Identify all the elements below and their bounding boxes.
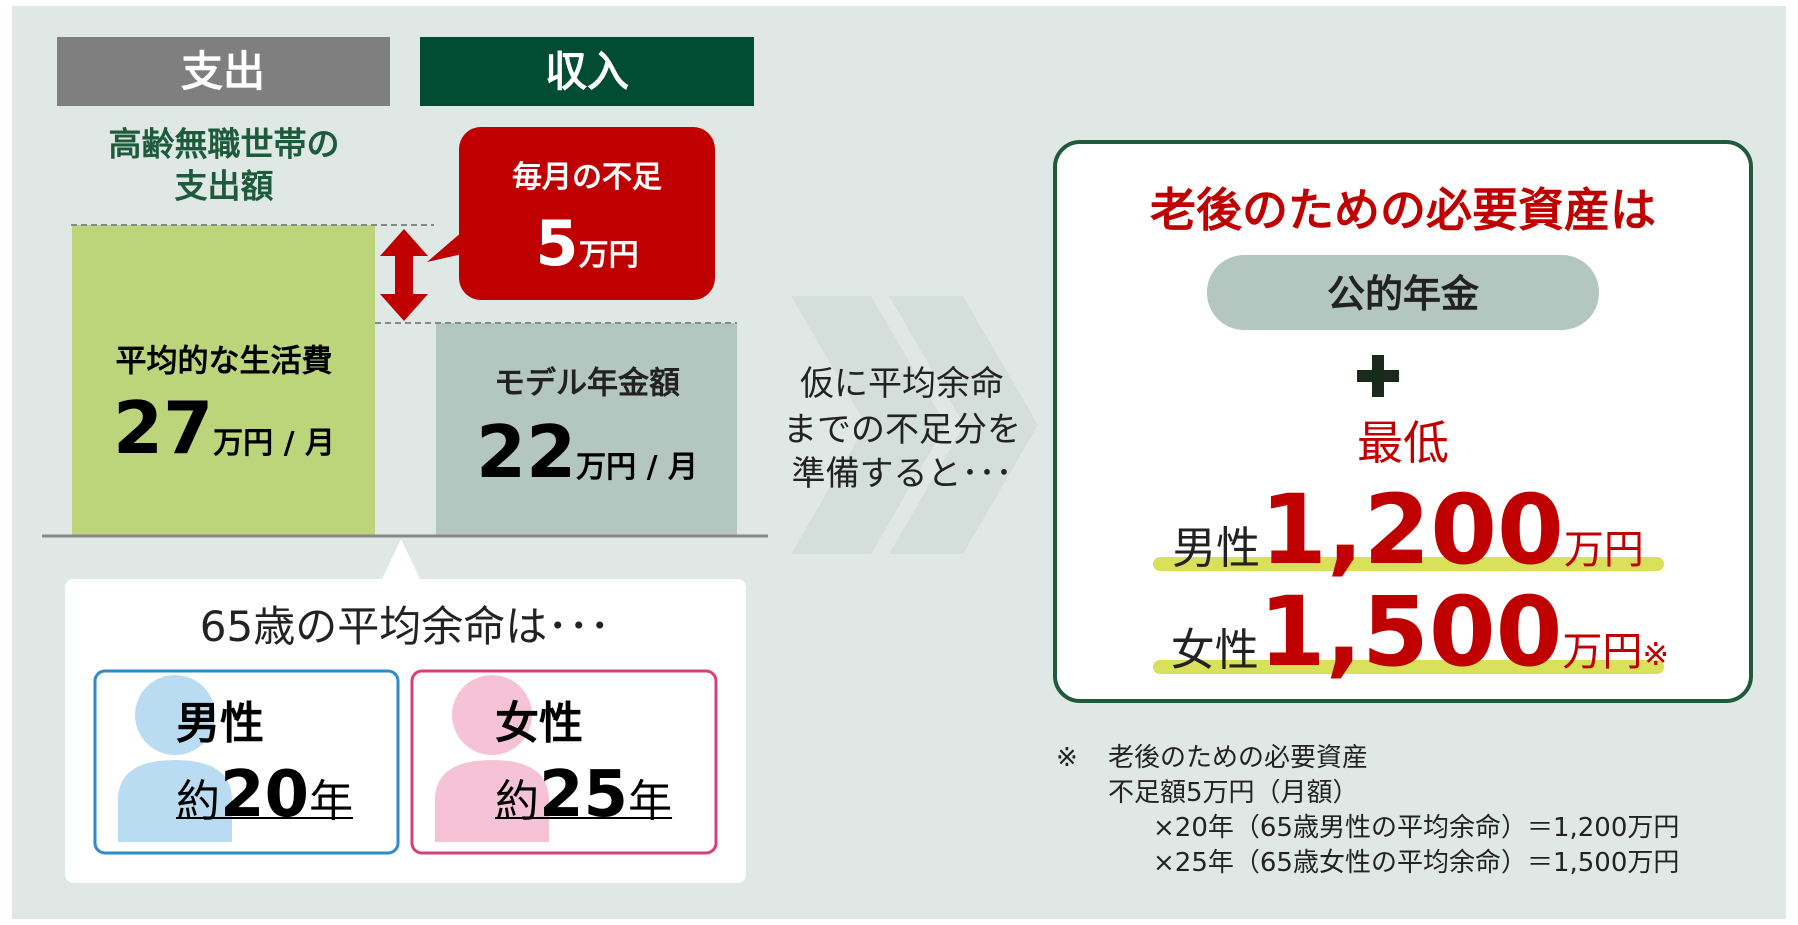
amount: 1,500 (1258, 576, 1563, 688)
gender: 女性 (495, 698, 583, 749)
footnote-line: 老後のための必要資産 (1108, 743, 1369, 773)
prefix: 約 (176, 776, 220, 827)
plus-sign (1357, 370, 1399, 382)
header: 収入 (544, 47, 630, 96)
male-icon (135, 675, 215, 755)
pension-amount: 22万円 / 月 (476, 416, 698, 488)
callout-tail (427, 225, 480, 262)
middle-text: 仮に平均余命 (800, 364, 1004, 404)
result-title: 老後のための必要資産は (1150, 183, 1656, 237)
male-years: 約20年 (176, 763, 353, 827)
income-header-bg (420, 37, 754, 106)
female-icon (435, 760, 549, 842)
shortfall-title: 毎月の不足 (512, 160, 662, 195)
footnote-mark: ※ (1056, 743, 1078, 773)
chevron (889, 296, 1038, 554)
amount: 22 (475, 410, 577, 494)
unit: 万円 / 月 (576, 450, 699, 485)
footnote-line: ×20年（65歳男性の平均余命）＝1,200万円 (1153, 813, 1680, 843)
chevron (791, 296, 946, 554)
gender: 男性 (1172, 523, 1261, 574)
unit: 万円 (1562, 629, 1643, 675)
pension-text: 公的年金 (1326, 272, 1480, 316)
gender: 男性 (176, 698, 264, 749)
amount: 1,200 (1260, 474, 1564, 586)
middle-text: までの不足分を (783, 410, 1021, 450)
years: 25 (539, 758, 629, 832)
minimum: 最低 (1357, 416, 1449, 470)
amount: 27 (112, 386, 214, 470)
female-amount: 女性1,500万円※ (1171, 584, 1669, 680)
footnote-line: 不足額5万円（月額） (1108, 778, 1359, 808)
male-amount: 男性1,200万円 (1172, 482, 1644, 578)
unit: 万円 (1563, 527, 1644, 573)
living-cost-label: 平均的な生活費 (115, 343, 333, 380)
years: 20 (220, 758, 310, 832)
shortfall-box (459, 127, 715, 300)
living-cost-bar (72, 225, 375, 535)
pension-pill (1207, 255, 1599, 330)
middle-text: 準備すると･･･ (791, 454, 1013, 494)
gap-arrow (380, 229, 428, 321)
unit: 年 (309, 776, 354, 827)
expense-header-bg (57, 37, 390, 106)
amount: 5 (535, 207, 579, 280)
female-years: 約25年 (495, 763, 672, 827)
male-icon (118, 760, 232, 842)
living-cost-amount: 27万円 / 月 (113, 392, 335, 464)
gender: 女性 (1170, 625, 1259, 676)
prefix: 約 (495, 776, 539, 827)
unit: 年 (628, 776, 673, 827)
life-title: 65歳の平均余命は･･･ (199, 602, 611, 651)
expense-label: 高齢無職世帯の (108, 124, 340, 164)
expense-label: 支出額 (174, 166, 274, 206)
unit: 万円 (578, 238, 639, 273)
mark: ※ (1642, 635, 1670, 673)
footnote-line: ×25年（65歳女性の平均余命）＝1,500万円 (1153, 848, 1680, 878)
female-icon (452, 675, 532, 755)
pension-bar (436, 323, 737, 535)
shortfall-amount: 5万円 (535, 213, 638, 275)
pension-label: モデル年金額 (494, 365, 680, 402)
header: 支出 (180, 47, 266, 96)
unit: 万円 / 月 (213, 426, 336, 461)
